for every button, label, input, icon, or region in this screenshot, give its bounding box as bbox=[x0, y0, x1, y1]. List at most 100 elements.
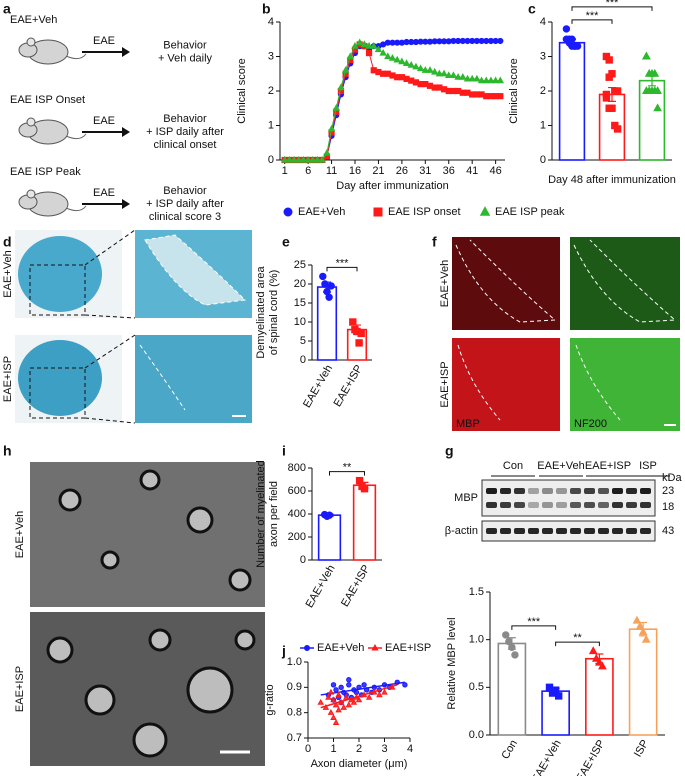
band bbox=[570, 528, 581, 534]
significance-bracket bbox=[571, 6, 653, 11]
mouse-tail bbox=[65, 205, 87, 212]
data-point bbox=[355, 696, 363, 703]
bar bbox=[352, 484, 377, 561]
blot-actin bbox=[481, 520, 656, 542]
data-point bbox=[361, 682, 367, 688]
y-axis-label: g-ratio bbox=[264, 684, 276, 715]
x-axis-label: Day after immunization bbox=[336, 180, 449, 192]
data-point bbox=[416, 64, 425, 72]
band bbox=[514, 488, 525, 494]
data-point bbox=[468, 74, 476, 82]
image bbox=[135, 335, 252, 423]
data-point bbox=[280, 155, 289, 163]
data-point bbox=[508, 643, 516, 651]
outcome-text: Behavior bbox=[163, 113, 207, 125]
data-point bbox=[402, 59, 411, 66]
band bbox=[556, 528, 567, 534]
data-point bbox=[332, 701, 340, 708]
band bbox=[598, 488, 609, 494]
data-point bbox=[491, 76, 500, 84]
legend-label: EAE ISP onset bbox=[388, 206, 461, 218]
y-axis-label: Demyelinated area bbox=[255, 265, 267, 358]
x-tick-label: 0 bbox=[305, 743, 311, 755]
data-point bbox=[638, 627, 648, 636]
data-point bbox=[647, 86, 657, 95]
band bbox=[598, 528, 609, 534]
row-label: MBP bbox=[454, 492, 478, 504]
data-point bbox=[384, 52, 392, 60]
row-label: EAE+Veh bbox=[439, 260, 451, 307]
data-point bbox=[608, 104, 616, 112]
data-point bbox=[304, 155, 312, 163]
data-point bbox=[325, 511, 334, 519]
data-point bbox=[613, 125, 622, 133]
x-tick-label: EAE+ISP bbox=[332, 363, 365, 409]
zoom-line bbox=[84, 229, 136, 266]
band bbox=[542, 502, 553, 508]
data-point bbox=[285, 155, 294, 163]
data-point bbox=[309, 155, 317, 163]
x-tick-label: 26 bbox=[396, 165, 408, 177]
data-point bbox=[346, 52, 355, 60]
image bbox=[570, 237, 680, 330]
x-tick-label: 1 bbox=[330, 743, 336, 755]
arrow-head bbox=[122, 127, 130, 137]
outcome-text: Behavior bbox=[163, 185, 207, 197]
band bbox=[500, 528, 511, 534]
significance-label: *** bbox=[527, 616, 541, 628]
arrow-head bbox=[122, 199, 130, 209]
data-point bbox=[487, 76, 495, 84]
data-point bbox=[571, 42, 579, 50]
band bbox=[500, 488, 511, 494]
row-label: EAE+Veh bbox=[14, 511, 26, 558]
band bbox=[612, 528, 623, 534]
lesion-outline bbox=[575, 344, 621, 421]
data-point bbox=[568, 35, 576, 43]
data-point bbox=[341, 66, 350, 73]
data-point bbox=[497, 37, 504, 45]
data-point bbox=[591, 653, 601, 662]
x-tick-label: EAE+ISP bbox=[574, 738, 607, 776]
data-point bbox=[360, 40, 369, 48]
x-tick-label: EAE+Veh bbox=[301, 363, 335, 410]
data-point bbox=[332, 719, 340, 726]
y-tick-label: 5 bbox=[300, 335, 306, 347]
x-tick-label: Con bbox=[500, 738, 520, 761]
data-point bbox=[511, 651, 519, 659]
data-point bbox=[605, 56, 613, 64]
data-point bbox=[496, 76, 505, 84]
data-point bbox=[477, 76, 486, 84]
unit-label: kDa bbox=[662, 472, 682, 484]
data-point bbox=[440, 69, 448, 77]
band bbox=[514, 502, 525, 508]
y-tick-label: 0.7 bbox=[287, 732, 302, 744]
zoom-line bbox=[84, 334, 136, 369]
data-point bbox=[313, 155, 322, 163]
data-point bbox=[321, 280, 329, 288]
group-title: EAE ISP Peak bbox=[10, 166, 81, 178]
band bbox=[584, 528, 595, 534]
data-point bbox=[473, 74, 481, 82]
y-tick-label: 1 bbox=[268, 119, 274, 131]
data-point bbox=[588, 646, 598, 655]
data-point bbox=[641, 634, 651, 643]
x-tick-label: ISP bbox=[632, 738, 651, 759]
band bbox=[570, 488, 581, 494]
band bbox=[528, 528, 539, 534]
significance-bracket bbox=[326, 266, 358, 272]
data-point bbox=[653, 86, 662, 95]
legend-marker bbox=[283, 207, 293, 217]
lane-label: Con bbox=[503, 460, 523, 472]
band bbox=[514, 528, 525, 534]
y-tick-label: 1.0 bbox=[469, 634, 484, 646]
data-point bbox=[327, 124, 336, 132]
band bbox=[584, 488, 595, 494]
data-point bbox=[323, 148, 331, 156]
y-tick-label: 15 bbox=[294, 297, 306, 309]
inset-box bbox=[29, 264, 86, 316]
arrow-head bbox=[122, 47, 130, 57]
mouse-ear bbox=[26, 189, 36, 199]
data-point bbox=[435, 69, 444, 77]
data-point bbox=[299, 155, 308, 163]
data-point bbox=[346, 682, 352, 688]
